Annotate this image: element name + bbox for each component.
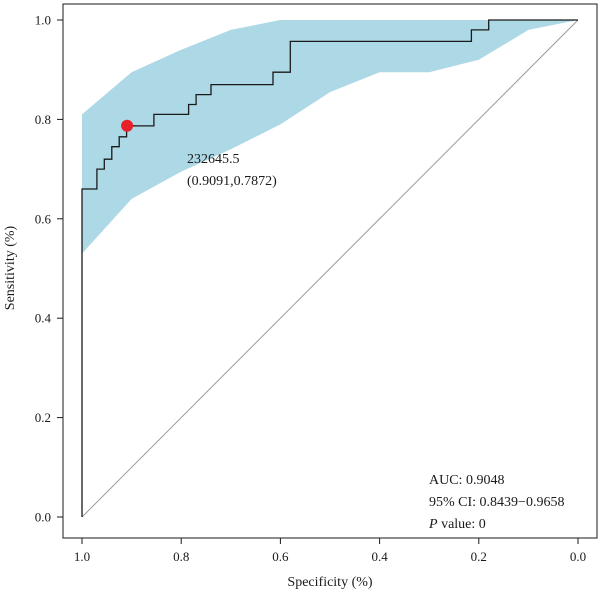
p-value-label: P value: 0 xyxy=(428,517,486,532)
p-symbol: P xyxy=(428,517,438,532)
x-tick-label: 0.8 xyxy=(173,549,189,564)
roc-curve-layer xyxy=(81,19,578,517)
axes-layer: 1.0 0.8 0.6 0.4 0.2 0.0 0.0 0.2 0.4 0.6 0.8 1.0 xyxy=(35,13,586,565)
y-tick-label: 1.0 xyxy=(35,13,51,28)
y-tick-label: 0.8 xyxy=(35,112,51,127)
optimal-point-layer xyxy=(121,119,134,132)
y-tick-label: 0.6 xyxy=(35,211,52,226)
ci-label: 95% CI: 0.8439−0.9658 xyxy=(429,495,564,510)
y-tick-label: 0.4 xyxy=(35,311,52,326)
x-tick-label: 0.4 xyxy=(371,549,388,564)
y-axis-title: Sensitivity (%) xyxy=(3,225,18,310)
y-tick-label: 0.0 xyxy=(35,510,51,525)
auc-label: AUC: 0.9048 xyxy=(429,473,504,488)
reference-diagonal-line xyxy=(81,19,579,518)
reference-line-layer xyxy=(81,19,579,518)
x-tick-label: 0.6 xyxy=(272,549,289,564)
plot-frame-layer xyxy=(62,3,598,539)
optimal-cutoff-point xyxy=(121,119,134,132)
x-tick-label: 0.2 xyxy=(471,549,487,564)
x-axis-title: Specificity (%) xyxy=(287,575,372,590)
p-value-text: value: 0 xyxy=(438,517,486,532)
plot-frame xyxy=(62,3,598,539)
roc-curve-line xyxy=(81,19,578,517)
optimal-coord-label: (0.9091,0.7872) xyxy=(187,174,277,189)
x-tick-label: 0.0 xyxy=(570,549,586,564)
confidence-band xyxy=(82,20,578,254)
confidence-band-layer xyxy=(82,20,578,254)
x-tick-label: 1.0 xyxy=(74,549,90,564)
threshold-label: 232645.5 xyxy=(187,152,240,167)
y-tick-label: 0.2 xyxy=(35,410,51,425)
